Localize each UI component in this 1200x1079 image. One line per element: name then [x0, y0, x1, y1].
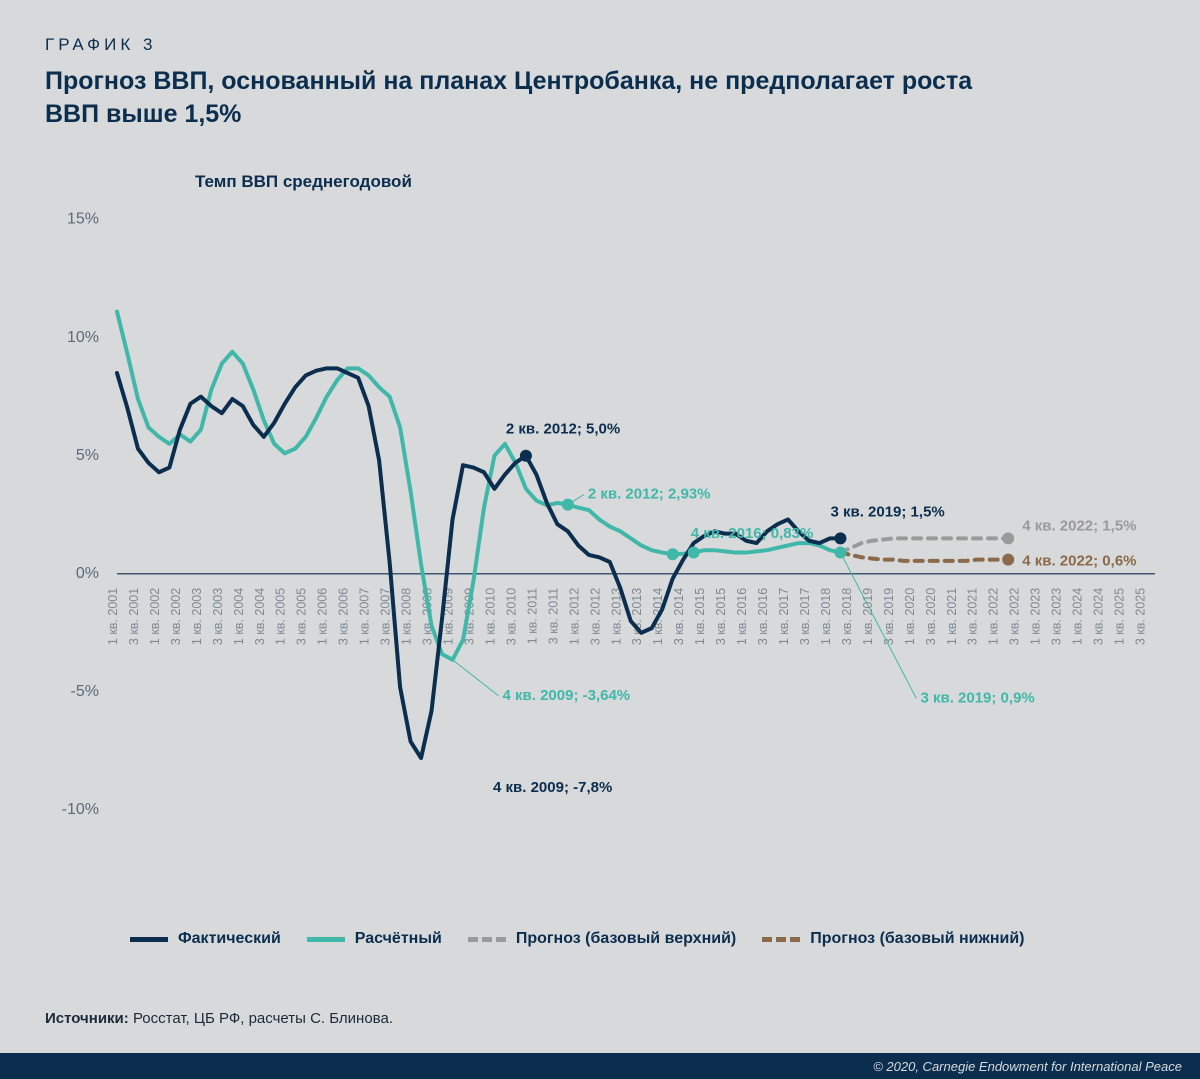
svg-text:3 кв. 2020: 3 кв. 2020 [924, 588, 938, 645]
legend-item: Фактический [130, 930, 281, 948]
svg-text:3 кв. 2021: 3 кв. 2021 [966, 588, 980, 645]
chart-figure: ГРАФИК 3 Прогноз ВВП, основанный на план… [0, 0, 1200, 1079]
series-actual [117, 368, 840, 758]
annotation: 3 кв. 2019; 1,5% [830, 503, 944, 520]
legend-label: Расчётный [355, 930, 442, 948]
svg-text:1 кв. 2006: 1 кв. 2006 [316, 588, 330, 645]
annotation: 4 кв. 2022; 1,5% [1022, 517, 1136, 534]
marker [1002, 532, 1014, 544]
marker [834, 532, 846, 544]
legend-label: Прогноз (базовый верхний) [516, 930, 736, 948]
svg-text:1 кв. 2002: 1 кв. 2002 [148, 588, 162, 645]
chart-sources: Источники: Росстат, ЦБ РФ, расчеты С. Бл… [45, 1010, 393, 1027]
svg-text:3 кв. 2010: 3 кв. 2010 [504, 588, 518, 645]
svg-text:1 кв. 2025: 1 кв. 2025 [1113, 588, 1127, 645]
svg-text:1 кв. 2011: 1 кв. 2011 [525, 588, 539, 644]
chart-legend: Фактический Расчётный Прогноз (базовый вер… [130, 930, 1155, 948]
sources-text: Росстат, ЦБ РФ, расчеты С. Блинова. [129, 1010, 393, 1027]
svg-text:1 кв. 2020: 1 кв. 2020 [903, 588, 917, 645]
annotation: 4 кв. 2009; -7,8% [493, 779, 612, 796]
svg-text:3 кв. 2017: 3 кв. 2017 [798, 588, 812, 645]
page-footer: © 2020, Carnegie Endowment for Internati… [0, 1053, 1200, 1079]
svg-text:15%: 15% [67, 211, 99, 228]
marker [688, 547, 700, 559]
legend-label: Прогноз (базовый нижний) [810, 930, 1024, 948]
svg-text:3 кв. 2004: 3 кв. 2004 [253, 588, 267, 645]
svg-text:3 кв. 2012: 3 кв. 2012 [588, 588, 602, 645]
annotation: 2 кв. 2012; 2,93% [588, 486, 711, 503]
svg-text:3 кв. 2003: 3 кв. 2003 [211, 588, 225, 645]
svg-text:1 кв. 2010: 1 кв. 2010 [483, 588, 497, 645]
marker [520, 450, 532, 462]
svg-text:3 кв. 2006: 3 кв. 2006 [337, 588, 351, 645]
annotation: 2 кв. 2012; 5,0% [506, 421, 620, 438]
annotation: 3 кв. 2019; 0,9% [920, 690, 1034, 707]
legend-swatch [307, 937, 345, 942]
svg-text:10%: 10% [67, 329, 99, 346]
legend-item: Прогноз (базовый верхний) [468, 930, 736, 948]
svg-text:3 кв. 2002: 3 кв. 2002 [169, 588, 183, 645]
legend-item: Прогноз (базовый нижний) [762, 930, 1024, 948]
svg-text:3 кв. 2022: 3 кв. 2022 [1008, 588, 1022, 645]
svg-text:3 кв. 2001: 3 кв. 2001 [127, 588, 141, 645]
chart-subtitle: Темп ВВП среднегодовой [195, 172, 412, 192]
chart-area: -10% -5% 0% 5% 10% 15% 1 кв. 2001 3 кв. 2001 1 к… [45, 190, 1155, 910]
svg-text:1 кв. 2004: 1 кв. 2004 [232, 588, 246, 645]
figure-title: Прогноз ВВП, основанный на планах Центро… [45, 65, 1005, 130]
series-calculated [117, 312, 840, 660]
svg-text:3 кв. 2024: 3 кв. 2024 [1092, 588, 1106, 645]
sources-label: Источники: [45, 1010, 129, 1027]
svg-text:1 кв. 2001: 1 кв. 2001 [106, 588, 120, 645]
svg-text:1 кв. 2017: 1 кв. 2017 [777, 588, 791, 645]
svg-text:1 кв. 2024: 1 кв. 2024 [1071, 588, 1085, 645]
svg-text:1 кв. 2005: 1 кв. 2005 [274, 588, 288, 645]
svg-text:1 кв. 2007: 1 кв. 2007 [358, 588, 372, 645]
legend-swatch [130, 937, 168, 942]
svg-text:3 кв. 2016: 3 кв. 2016 [756, 588, 770, 645]
svg-text:3 кв. 2011: 3 кв. 2011 [546, 588, 560, 644]
svg-text:1 кв. 2022: 1 кв. 2022 [987, 588, 1001, 645]
svg-text:1 кв. 2016: 1 кв. 2016 [735, 588, 749, 645]
annotation: 4 кв. 2022; 0,6% [1022, 553, 1136, 570]
svg-text:1 кв. 2008: 1 кв. 2008 [400, 588, 414, 645]
svg-text:1 кв. 2018: 1 кв. 2018 [819, 588, 833, 645]
legend-item: Расчётный [307, 930, 442, 948]
svg-text:1 кв. 2012: 1 кв. 2012 [567, 588, 581, 645]
svg-text:3 кв. 2023: 3 кв. 2023 [1050, 588, 1064, 645]
svg-text:3 кв. 2014: 3 кв. 2014 [672, 588, 686, 645]
svg-text:3 кв. 2018: 3 кв. 2018 [840, 588, 854, 645]
legend-swatch [762, 937, 800, 942]
svg-text:3 кв. 2005: 3 кв. 2005 [295, 588, 309, 645]
marker [1002, 554, 1014, 566]
svg-text:3 кв. 2015: 3 кв. 2015 [714, 588, 728, 645]
svg-text:1 кв. 2023: 1 кв. 2023 [1029, 588, 1043, 645]
footer-text: © 2020, Carnegie Endowment for Internati… [873, 1059, 1182, 1074]
figure-kicker: ГРАФИК 3 [45, 35, 1155, 55]
svg-text:3 кв. 2013: 3 кв. 2013 [630, 588, 644, 645]
annotation: 4 кв. 2016; 0,83% [691, 525, 814, 542]
svg-text:5%: 5% [76, 447, 99, 464]
svg-text:1 кв. 2015: 1 кв. 2015 [693, 588, 707, 645]
series-forecast_lower [840, 553, 1008, 561]
line-chart-svg: -10% -5% 0% 5% 10% 15% 1 кв. 2001 3 кв. 2001 1 к… [45, 190, 1155, 910]
marker [667, 548, 679, 560]
svg-text:1 кв. 2021: 1 кв. 2021 [945, 588, 959, 645]
svg-text:-5%: -5% [71, 683, 99, 700]
svg-text:3 кв. 2025: 3 кв. 2025 [1134, 588, 1148, 645]
annotation: 4 кв. 2009; -3,64% [503, 687, 631, 704]
series-forecast_upper [840, 538, 1008, 552]
svg-text:1 кв. 2003: 1 кв. 2003 [190, 588, 204, 645]
svg-text:0%: 0% [76, 565, 99, 582]
legend-label: Фактический [178, 930, 281, 948]
svg-text:-10%: -10% [62, 801, 99, 818]
legend-swatch [468, 937, 506, 942]
